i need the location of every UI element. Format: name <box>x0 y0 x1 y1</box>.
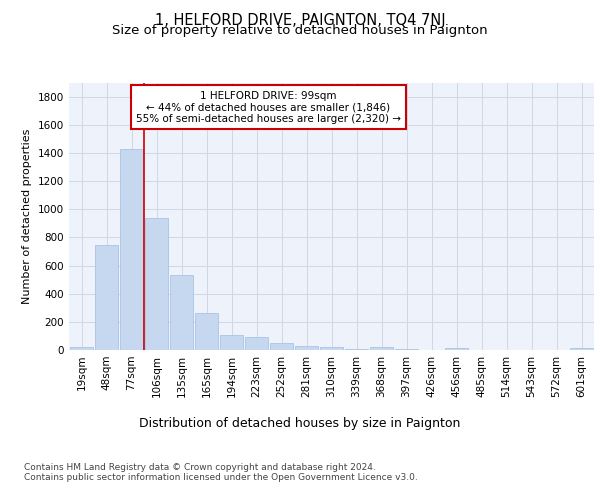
Text: Contains HM Land Registry data © Crown copyright and database right 2024.
Contai: Contains HM Land Registry data © Crown c… <box>24 462 418 482</box>
Y-axis label: Number of detached properties: Number of detached properties <box>22 128 32 304</box>
Bar <box>145 218 168 350</box>
Bar <box>570 348 593 350</box>
Bar <box>195 312 218 350</box>
Text: Size of property relative to detached houses in Paignton: Size of property relative to detached ho… <box>112 24 488 37</box>
Bar <box>270 343 293 350</box>
Bar <box>220 335 243 350</box>
Bar <box>245 336 268 350</box>
Bar <box>70 347 93 350</box>
Bar <box>95 245 118 350</box>
Text: 1, HELFORD DRIVE, PAIGNTON, TQ4 7NJ: 1, HELFORD DRIVE, PAIGNTON, TQ4 7NJ <box>155 12 445 28</box>
Bar <box>445 348 468 350</box>
Text: Distribution of detached houses by size in Paignton: Distribution of detached houses by size … <box>139 418 461 430</box>
Bar <box>295 346 318 350</box>
Text: 1 HELFORD DRIVE: 99sqm
← 44% of detached houses are smaller (1,846)
55% of semi-: 1 HELFORD DRIVE: 99sqm ← 44% of detached… <box>136 90 401 124</box>
Bar <box>370 348 393 350</box>
Bar <box>170 276 193 350</box>
Bar <box>120 148 143 350</box>
Bar <box>320 347 343 350</box>
